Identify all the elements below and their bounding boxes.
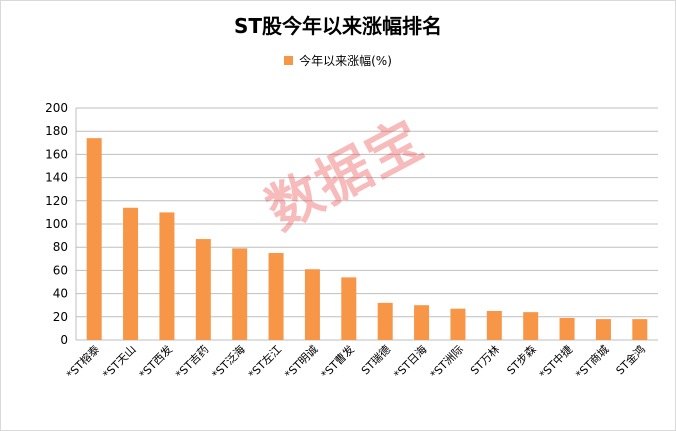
bar xyxy=(195,239,211,340)
y-tick-label: 160 xyxy=(45,147,68,161)
bar xyxy=(523,312,539,340)
x-tick-label: *ST商城 xyxy=(573,342,612,381)
x-tick-label: ST金鸿 xyxy=(613,342,648,377)
bar xyxy=(268,253,284,340)
bar xyxy=(414,305,430,340)
x-tick-label: *ST明诚 xyxy=(282,343,320,381)
y-tick-label: 60 xyxy=(53,263,68,277)
x-tick-label: ST步森 xyxy=(504,342,539,377)
y-tick-label: 80 xyxy=(53,240,68,254)
chart-title: ST股今年以来涨幅排名 xyxy=(233,14,443,38)
bar xyxy=(304,269,320,340)
x-tick-label: *ST左江 xyxy=(246,343,284,381)
bar xyxy=(595,319,611,340)
y-tick-label: 40 xyxy=(53,287,68,301)
legend: 今年以来涨幅(%) xyxy=(0,52,676,69)
y-tick-label: 20 xyxy=(53,310,68,324)
legend-swatch xyxy=(284,56,294,65)
bar xyxy=(123,207,139,340)
bar xyxy=(159,212,175,340)
x-tick-label: *ST曹发 xyxy=(318,342,357,381)
bar xyxy=(450,308,466,340)
bar xyxy=(559,317,575,340)
bar xyxy=(632,319,648,340)
y-tick-label: 180 xyxy=(45,124,68,138)
x-tick-label: *ST天山 xyxy=(100,343,138,381)
x-tick-label: ST瑞德 xyxy=(358,342,393,377)
x-tick-label: *ST吉药 xyxy=(173,343,211,381)
y-tick-label: 0 xyxy=(60,333,68,347)
y-tick-label: 100 xyxy=(45,217,68,231)
x-tick-label: *ST榕泰 xyxy=(63,342,102,381)
x-tick-label: ST万林 xyxy=(467,342,502,377)
bar xyxy=(377,302,393,340)
x-tick-label: *ST日海 xyxy=(391,342,430,381)
y-tick-label: 120 xyxy=(45,194,68,208)
x-tick-label: *ST西发 xyxy=(136,342,175,381)
x-tick-label: *ST洲际 xyxy=(428,343,466,381)
y-tick-label: 140 xyxy=(45,171,68,185)
legend-label: 今年以来涨幅(%) xyxy=(299,54,392,68)
x-tick-label: *ST中捷 xyxy=(536,342,575,381)
x-tick-label: *ST泛海 xyxy=(209,342,248,381)
bar xyxy=(341,277,357,340)
bar xyxy=(486,311,502,340)
y-tick-label: 200 xyxy=(45,101,68,115)
bar xyxy=(86,138,102,340)
bar xyxy=(232,248,248,340)
